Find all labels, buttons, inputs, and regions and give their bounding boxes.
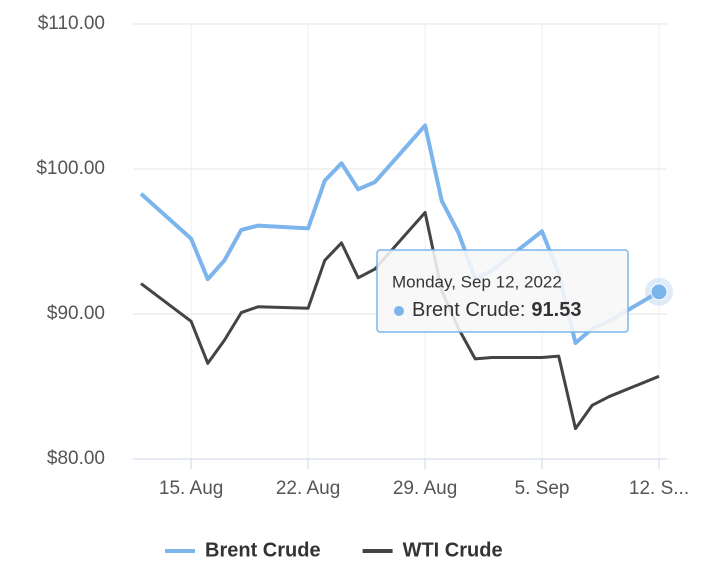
legend-label[interactable]: WTI Crude bbox=[403, 539, 503, 561]
x-tick-label: 15. Aug bbox=[159, 478, 223, 499]
tooltip-value: 91.53 bbox=[531, 299, 581, 321]
hover-point bbox=[650, 283, 668, 301]
tooltip-title: Monday, Sep 12, 2022 bbox=[392, 272, 562, 291]
tooltip-text: Brent Crude: 91.53 bbox=[412, 299, 581, 321]
x-tick-label: 5. Sep bbox=[515, 478, 570, 499]
x-tick-label: 29. Aug bbox=[393, 478, 457, 499]
x-tick-label: 22. Aug bbox=[276, 478, 340, 499]
tooltip-marker bbox=[394, 306, 404, 316]
x-tick-label: 12. S... bbox=[629, 478, 689, 499]
y-tick-label: $100.00 bbox=[36, 158, 105, 179]
y-tick-label: $110.00 bbox=[38, 13, 105, 34]
y-tick-label: $80.00 bbox=[47, 448, 105, 469]
legend-label[interactable]: Brent Crude bbox=[205, 539, 321, 561]
tooltip: Monday, Sep 12, 2022 Brent Crude: 91.53 bbox=[376, 249, 629, 333]
tooltip-label: Brent Crude: bbox=[412, 299, 525, 321]
y-tick-label: $90.00 bbox=[47, 303, 105, 324]
data-line bbox=[140, 211, 660, 431]
tooltip-box bbox=[376, 249, 629, 333]
